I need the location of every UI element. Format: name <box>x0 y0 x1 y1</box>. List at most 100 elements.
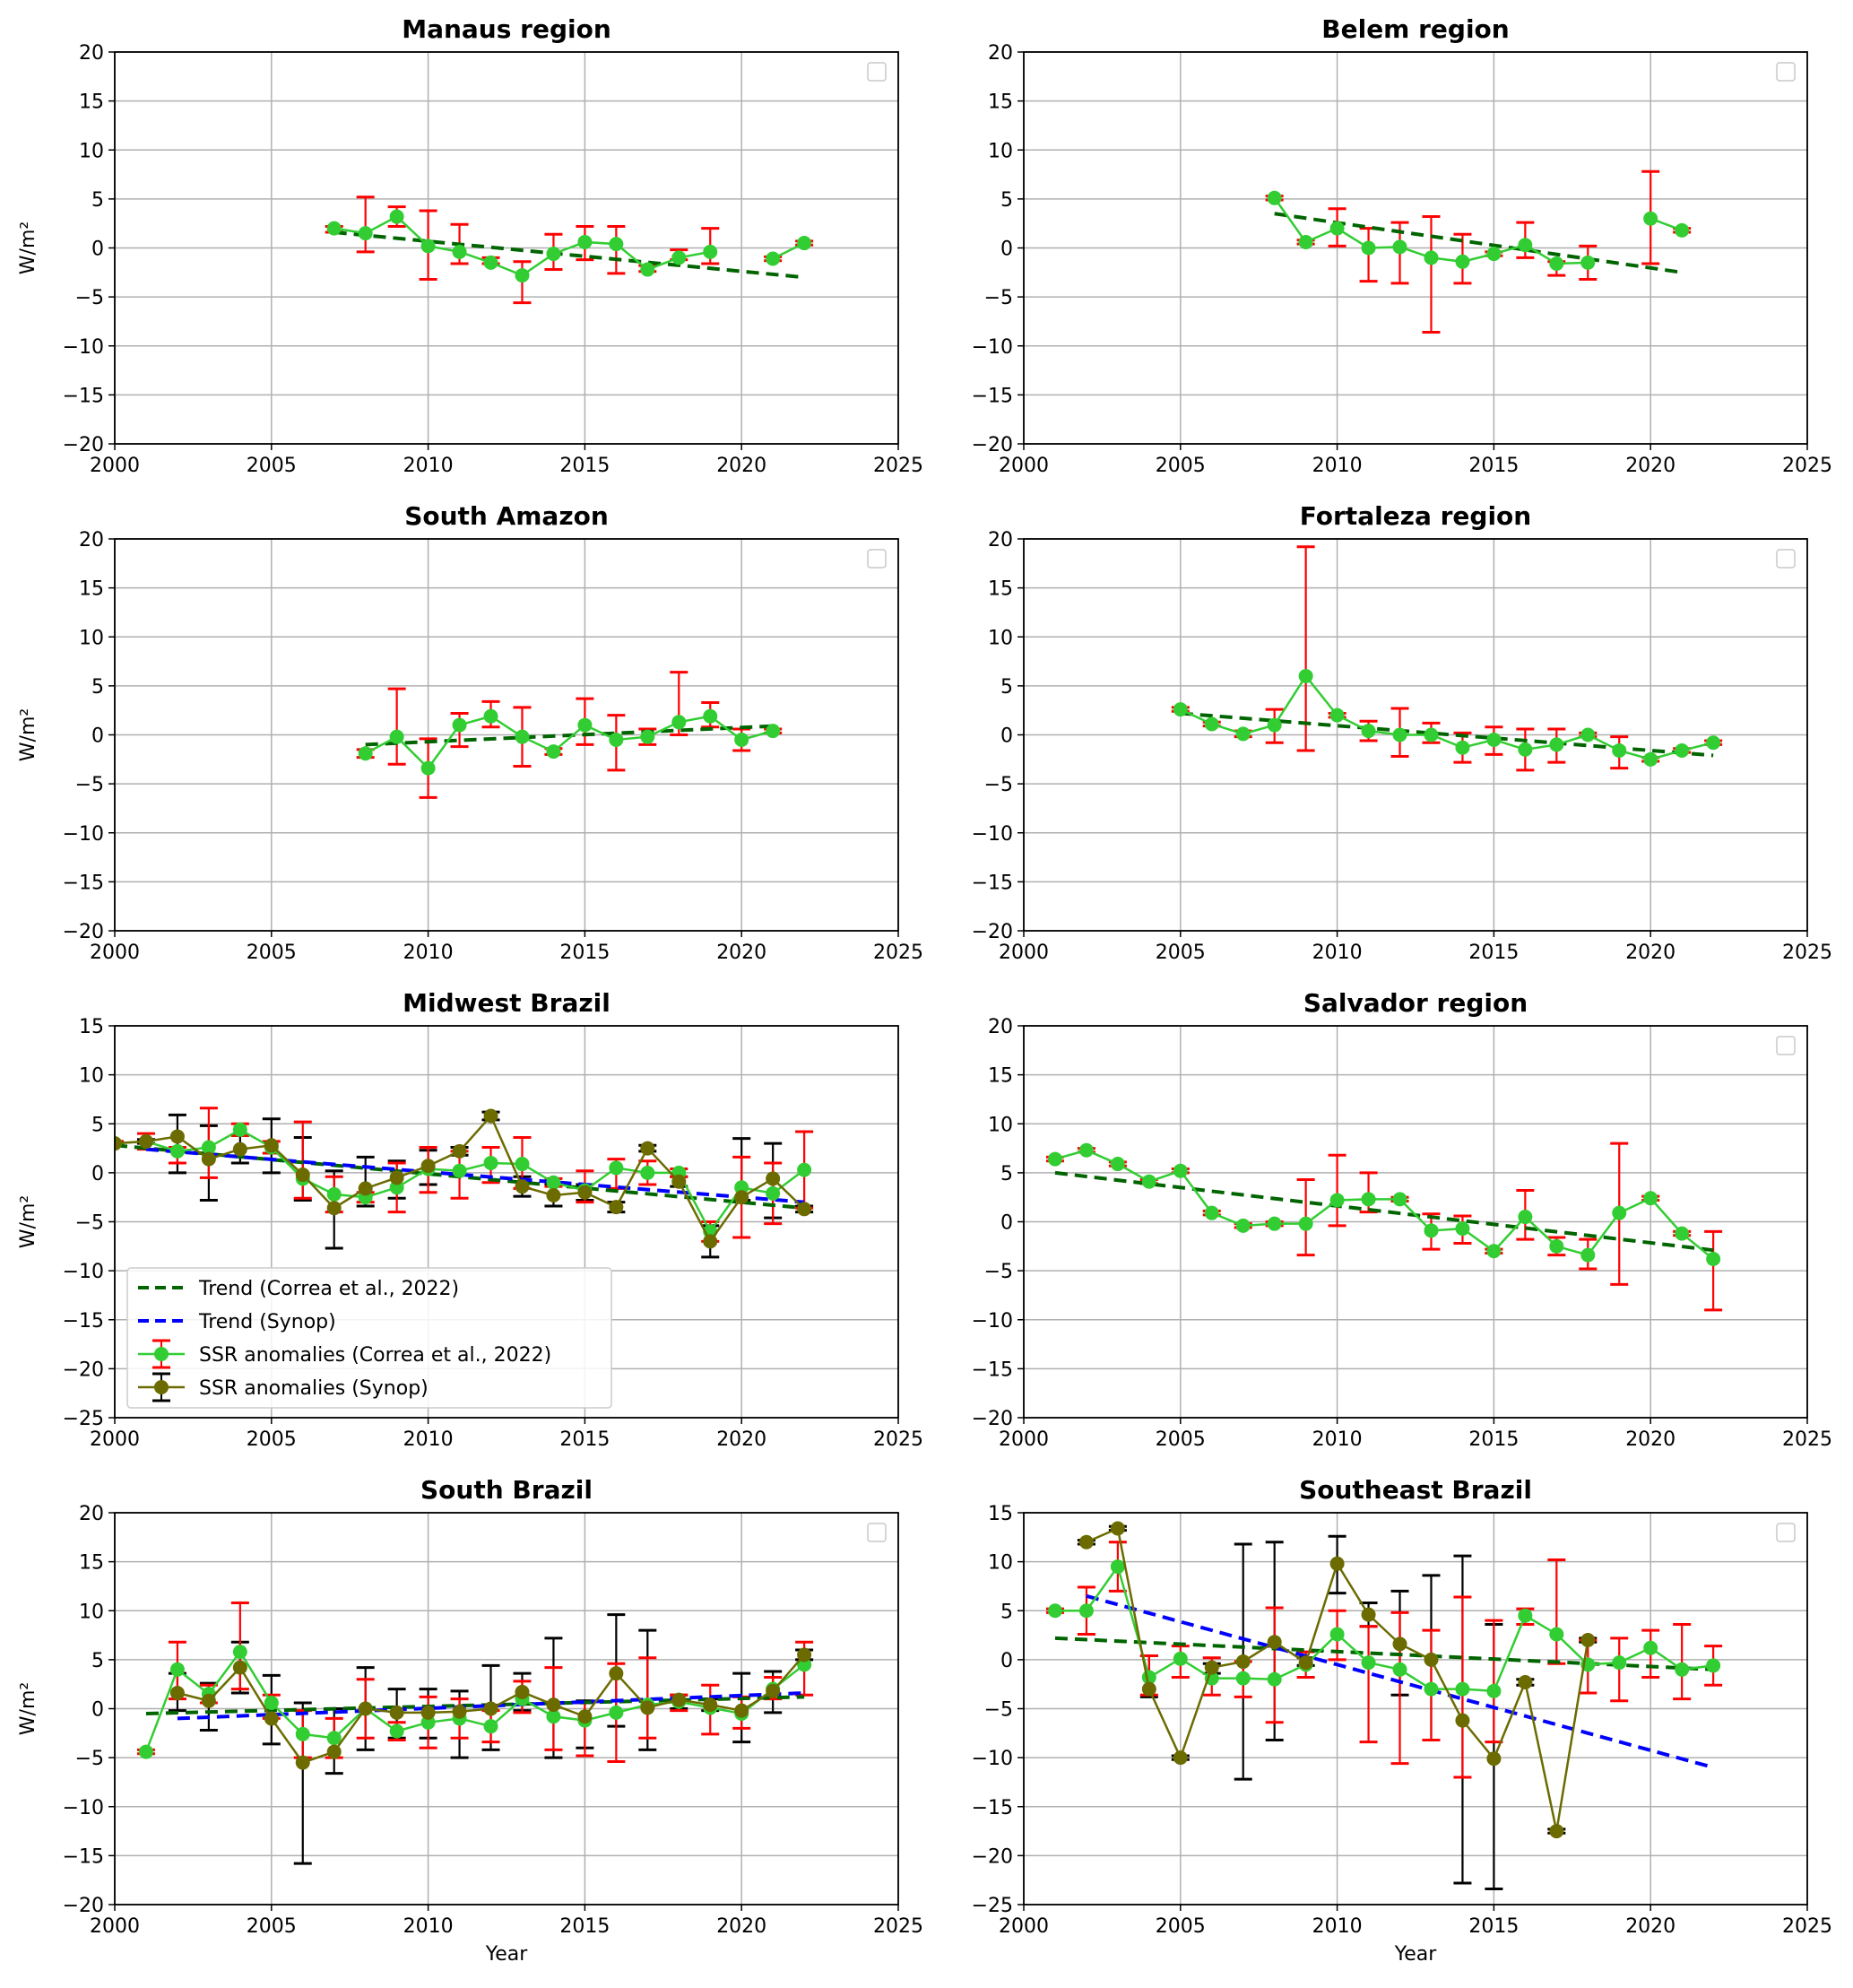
y-axis-label: W/m² <box>17 708 39 761</box>
y-tick-label: −5 <box>984 287 1013 309</box>
y-tick-label: −10 <box>972 336 1013 359</box>
legend-label-trend_synop: Trend (Synop) <box>198 1311 336 1333</box>
y-tick-label: −20 <box>63 1359 104 1381</box>
synop-point <box>734 1190 749 1205</box>
axes-frame <box>1023 1512 1808 1906</box>
synop-point <box>1235 1654 1251 1670</box>
synop-point <box>1580 1633 1596 1648</box>
correa-point <box>1361 1192 1376 1207</box>
correa-point <box>1267 1671 1282 1687</box>
panel-title: Midwest Brazil <box>403 988 610 1018</box>
correa-point <box>609 1160 624 1176</box>
correa-point <box>703 708 718 724</box>
x-tick-label: 2015 <box>559 1428 610 1451</box>
synop-point <box>640 1700 655 1715</box>
x-tick-label: 2015 <box>559 942 610 964</box>
synop-point <box>671 1174 687 1189</box>
correa-point <box>1643 211 1658 226</box>
x-tick-label: 2020 <box>716 1915 766 1938</box>
y-tick-label: 0 <box>1000 725 1013 748</box>
correa-point <box>797 236 812 251</box>
correa-point <box>1675 222 1690 238</box>
y-tick-label: 0 <box>91 1163 104 1185</box>
plot-area <box>1045 1142 1723 1312</box>
legend-label-ssr_synop: SSR anomalies (Synop) <box>199 1377 429 1400</box>
correa-point <box>577 717 593 733</box>
x-tick-label: 2005 <box>1156 455 1206 477</box>
correa-point <box>1486 1244 1502 1259</box>
x-tick-label: 2025 <box>1782 1915 1832 1938</box>
synop-point <box>452 1704 467 1719</box>
correa-point <box>1455 1221 1470 1237</box>
y-tick-label: 0 <box>1000 239 1013 261</box>
y-tick-label: −15 <box>63 1310 104 1333</box>
y-tick-label: 10 <box>988 1114 1013 1136</box>
y-tick-label: −20 <box>972 1408 1013 1430</box>
correa-point <box>609 1705 624 1720</box>
synop-point <box>1549 1824 1564 1839</box>
y-tick-label: −15 <box>972 1359 1013 1381</box>
synop-point <box>640 1141 655 1156</box>
y-tick-label: 15 <box>988 1065 1013 1088</box>
correa-point <box>1204 1205 1219 1220</box>
synop-point <box>1173 1750 1188 1766</box>
y-tick-label: −20 <box>63 434 104 456</box>
correa-point <box>1078 1142 1094 1158</box>
y-tick-label: −20 <box>972 1845 1013 1868</box>
synop-point <box>734 1703 749 1718</box>
y-tick-label: −5 <box>984 1261 1013 1283</box>
y-tick-label: 5 <box>91 676 104 699</box>
correa-point <box>1518 1210 1533 1225</box>
correa-line <box>1054 1149 1714 1260</box>
correa-point <box>389 209 404 224</box>
correa-point <box>232 1645 247 1660</box>
synop-point <box>766 1683 781 1698</box>
x-tick-label: 2015 <box>559 455 610 477</box>
x-tick-label: 2000 <box>90 942 140 964</box>
correa-point <box>1549 1627 1564 1642</box>
correa-point <box>1455 1681 1470 1697</box>
axes-frame <box>1023 538 1808 932</box>
correa-point <box>1267 1216 1282 1231</box>
panel-4: 2000 2005 2010 2015 2020 2025 −20 −15 −10 −5 0 5 10 1… <box>972 501 1832 964</box>
x-tick-label: 2010 <box>1312 942 1363 964</box>
correa-point <box>1424 1223 1439 1238</box>
axes-frame <box>114 51 899 445</box>
y-tick-label: −15 <box>63 872 104 894</box>
correa-point <box>169 1143 185 1159</box>
correa-point <box>1173 1163 1188 1178</box>
x-tick-label: 2025 <box>873 1915 923 1938</box>
correa-point <box>1675 1226 1690 1241</box>
synop-point <box>326 1744 342 1759</box>
y-tick-label: 10 <box>79 1065 104 1088</box>
synop-point <box>483 1108 498 1124</box>
x-tick-label: 2025 <box>873 455 923 477</box>
correa-point <box>420 760 436 776</box>
x-tick-label: 2015 <box>1468 1915 1519 1938</box>
y-tick-label: 5 <box>1000 1601 1013 1623</box>
correa-point <box>1455 254 1470 269</box>
y-tick-label: 20 <box>79 1503 104 1525</box>
correa-point <box>358 226 373 241</box>
y-tick-label: −10 <box>972 1748 1013 1770</box>
synop-point <box>1361 1607 1376 1622</box>
correa-point <box>1580 1247 1596 1263</box>
correa-line <box>1180 673 1714 761</box>
correa-point <box>546 1175 561 1190</box>
x-tick-label: 2000 <box>999 1428 1049 1451</box>
correa-point <box>1549 256 1564 271</box>
empty-legend-box <box>867 1523 887 1542</box>
correa-point <box>577 234 593 249</box>
panel-3: 2000 2005 2010 2015 2020 2025 −20 −15 −10 −5 0 5 10 1… <box>17 501 923 964</box>
x-tick-label: 2000 <box>999 1915 1049 1938</box>
panel-title: South Amazon <box>404 501 609 531</box>
y-tick-label: 20 <box>988 529 1013 551</box>
y-axis-label: W/m² <box>17 1195 39 1248</box>
correa-point <box>1204 716 1219 732</box>
correa-point <box>1675 1662 1690 1677</box>
synop-point <box>264 1138 279 1153</box>
x-tick-label: 2020 <box>1625 455 1675 477</box>
y-tick-label: 5 <box>1000 189 1013 212</box>
synop-point <box>201 1151 216 1167</box>
correa-point <box>483 255 498 270</box>
